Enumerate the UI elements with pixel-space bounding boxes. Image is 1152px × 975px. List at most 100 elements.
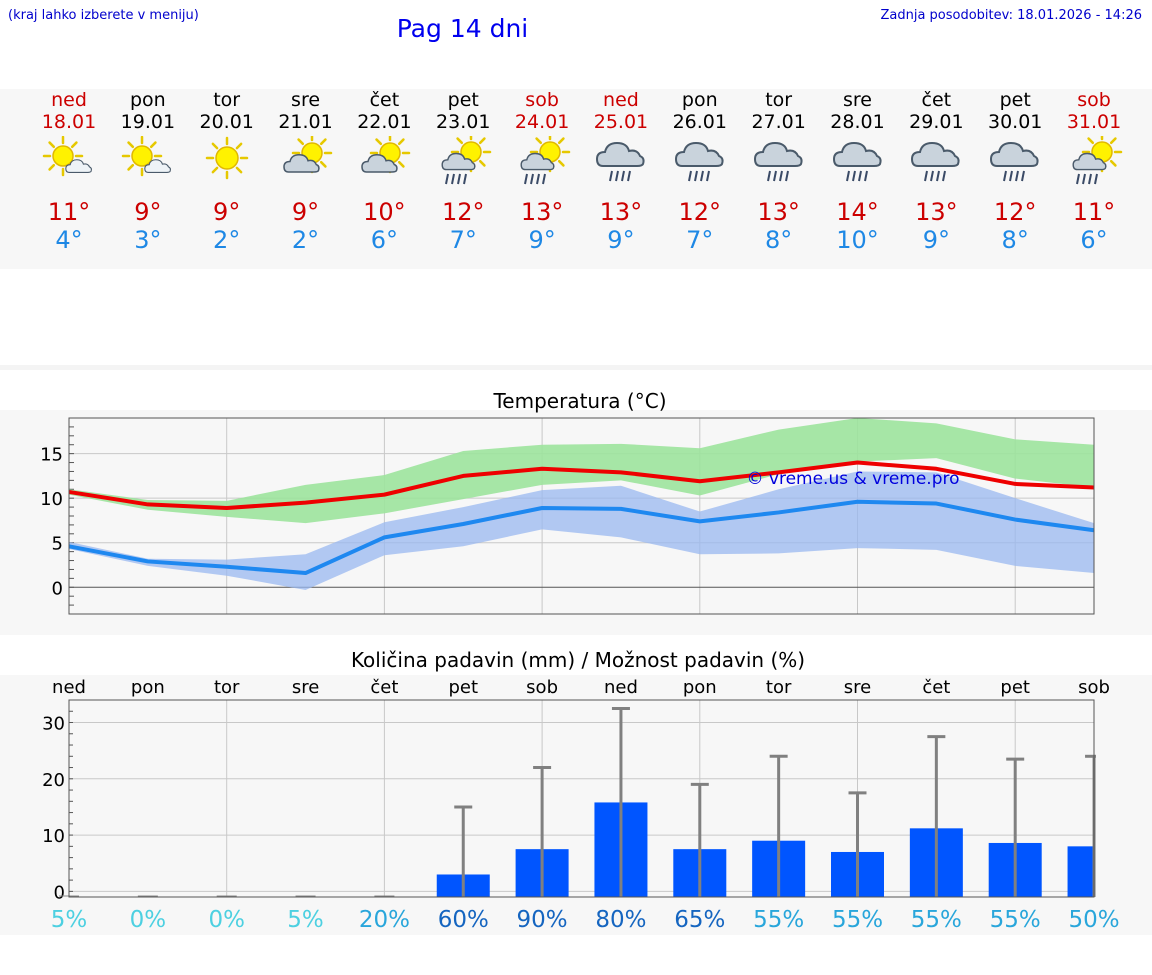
precipitation-plot-border xyxy=(68,699,1095,898)
cloud-rain-icon xyxy=(749,136,809,196)
day-date: 29.01 xyxy=(909,111,964,133)
day-date: 30.01 xyxy=(987,111,1043,133)
day-name: pon xyxy=(681,89,718,111)
precipitation-chance: 80% xyxy=(595,907,646,933)
min-temperature: 8° xyxy=(1001,226,1029,254)
day-name: ned xyxy=(603,89,639,111)
max-temperature: 14° xyxy=(836,198,879,226)
precipitation-chart-title: Količina padavin (mm) / Možnost padavin … xyxy=(351,648,805,672)
cloud-sun-icon xyxy=(276,132,336,196)
precipitation-chance: 55% xyxy=(753,907,804,933)
min-temperature-line xyxy=(68,499,1095,576)
x-day-label: pet xyxy=(448,677,478,698)
max-temperature: 11° xyxy=(47,198,91,226)
min-temperature: 2° xyxy=(213,226,241,254)
cloud-rain-icon xyxy=(828,136,888,196)
min-temperature: 7° xyxy=(449,226,477,254)
x-day-label: ned xyxy=(604,677,638,698)
max-temperature-line xyxy=(68,460,1095,510)
day-name: ned xyxy=(51,89,87,111)
day-date: 28.01 xyxy=(830,111,885,133)
cloud-rain-icon xyxy=(906,136,966,196)
max-temperature: 13° xyxy=(915,198,958,226)
daily-forecast-panel xyxy=(0,89,1152,269)
min-temperature: 6° xyxy=(370,226,399,254)
day-name: sob xyxy=(1077,89,1111,111)
day-date: 26.01 xyxy=(672,111,727,133)
precipitation-chance: 55% xyxy=(990,907,1041,933)
day-date: 20.01 xyxy=(199,111,254,133)
cloud-rain-icon xyxy=(985,136,1045,196)
day-date: 27.01 xyxy=(751,111,806,133)
max-temperature: 9° xyxy=(213,198,241,226)
day-date: 25.01 xyxy=(593,111,649,133)
min-temperature: 8° xyxy=(765,226,793,254)
day-name: pon xyxy=(129,89,166,111)
day-name: čet xyxy=(369,89,400,111)
precipitation-chance: 60% xyxy=(438,907,489,933)
max-temperature: 12° xyxy=(993,198,1037,226)
sun-rain-icon xyxy=(1064,131,1124,196)
y-tick-label: 0 xyxy=(52,578,63,599)
day-name: tor xyxy=(213,89,241,111)
min-temperature: 9° xyxy=(528,226,556,254)
precipitation-bar xyxy=(1067,846,1094,897)
temperature-plot-border xyxy=(68,417,1095,615)
min-temperature: 4° xyxy=(55,226,83,254)
watermark: © vreme.us & vreme.pro xyxy=(746,469,959,489)
max-temperature: 13° xyxy=(599,198,643,226)
cloud-rain-icon xyxy=(670,136,730,196)
precipitation-chance: 55% xyxy=(911,907,962,933)
x-day-label: pon xyxy=(131,677,165,698)
x-day-label: sob xyxy=(1078,677,1110,698)
precipitation-chance: 65% xyxy=(674,907,725,933)
y-tick-label: 0 xyxy=(54,882,65,903)
sun-cloud-icon xyxy=(39,135,99,196)
x-day-label: sre xyxy=(844,677,871,698)
temperature-chart-title: Temperatura (°C) xyxy=(492,389,666,413)
day-name: sre xyxy=(843,89,872,111)
precipitation-chance: 90% xyxy=(517,907,568,933)
day-name: tor xyxy=(765,89,793,111)
max-temperature: 9° xyxy=(134,198,162,226)
max-temperature: 11° xyxy=(1072,198,1116,226)
day-name: sre xyxy=(291,89,321,111)
x-day-label: tor xyxy=(766,677,792,698)
precipitation-chance: 20% xyxy=(359,907,410,933)
divider-strip xyxy=(0,365,1152,370)
precipitation-chance: 50% xyxy=(1068,907,1119,933)
precipitation-chance: 55% xyxy=(832,907,883,933)
min-temperature: 9° xyxy=(607,226,635,254)
last-updated: Zadnja posodobitev: 18.01.2026 - 14:26 xyxy=(880,8,1142,23)
day-date: 22.01 xyxy=(357,111,412,133)
precipitation-chance: 5% xyxy=(287,907,324,933)
x-day-label: čet xyxy=(922,677,950,698)
x-day-label: pet xyxy=(1000,677,1030,698)
day-name: pet xyxy=(999,89,1031,111)
x-day-label: pon xyxy=(683,677,717,698)
cloud-sun-icon xyxy=(354,132,414,196)
min-temperature: 7° xyxy=(686,226,714,254)
day-date: 24.01 xyxy=(514,111,570,133)
page-title: Pag 14 dni xyxy=(396,14,529,43)
x-day-label: čet xyxy=(370,677,398,698)
max-temperature: 12° xyxy=(441,198,485,226)
location-hint: (kraj lahko izberete v meniju) xyxy=(8,8,199,23)
precipitation-chance: 5% xyxy=(51,907,88,933)
day-name: pet xyxy=(447,89,479,111)
day-date: 23.01 xyxy=(436,111,491,133)
day-date: 18.01 xyxy=(41,111,97,133)
max-temperature: 9° xyxy=(291,198,320,226)
x-day-label: sob xyxy=(526,677,558,698)
sun-icon xyxy=(197,136,257,196)
y-tick-label: 5 xyxy=(52,534,63,555)
x-day-label: sre xyxy=(292,677,319,698)
sun-rain-icon xyxy=(512,131,572,196)
min-temperature: 6° xyxy=(1080,226,1108,254)
y-tick-label: 30 xyxy=(42,714,65,735)
x-day-label: tor xyxy=(214,677,240,698)
precipitation-chance: 0% xyxy=(130,907,167,933)
day-name: čet xyxy=(921,89,952,111)
day-name: sob xyxy=(525,89,559,111)
